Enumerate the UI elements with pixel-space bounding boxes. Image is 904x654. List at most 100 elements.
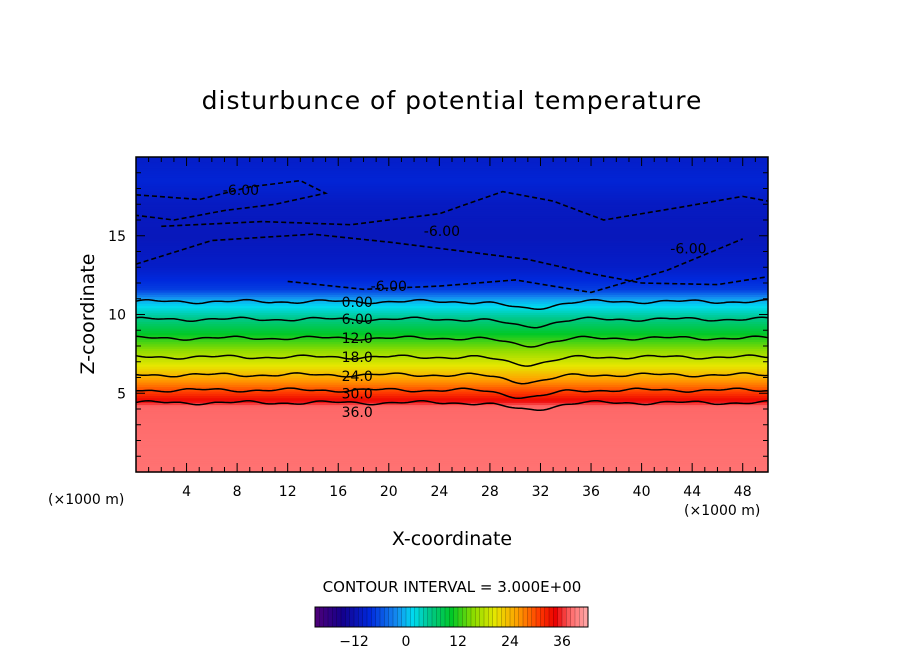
contour-line xyxy=(136,387,769,399)
heatmap-band xyxy=(136,170,768,174)
heatmap-band xyxy=(136,163,768,167)
heatmap-band xyxy=(136,256,768,259)
heatmap-band xyxy=(136,424,768,428)
heatmap-band xyxy=(136,208,768,212)
x-tick-label: 32 xyxy=(532,484,550,500)
heatmap-band xyxy=(136,238,768,241)
colorbar-cell xyxy=(414,607,420,627)
heatmap-band xyxy=(136,348,768,352)
heatmap-band xyxy=(136,168,768,172)
contour-label: -6.00 xyxy=(424,224,460,240)
colorbar-cell xyxy=(505,607,511,627)
heatmap-band xyxy=(136,276,768,280)
heatmap-band xyxy=(136,366,768,370)
heatmap-band xyxy=(136,406,768,410)
colorbar-cell xyxy=(423,607,429,627)
colorbar-cell xyxy=(471,607,476,627)
colorbar-cell xyxy=(531,607,537,627)
heatmap-band xyxy=(136,307,768,311)
heatmap-band xyxy=(136,418,768,421)
heatmap-band xyxy=(136,458,768,462)
colorbar-cell xyxy=(536,607,541,627)
heatmap-band xyxy=(136,251,768,255)
heatmap-band xyxy=(136,247,768,250)
heatmap-band xyxy=(136,382,768,385)
heatmap-band xyxy=(136,175,768,178)
colorbar-cell xyxy=(492,607,498,627)
colorbar-cell xyxy=(488,607,494,627)
colorbar-cell xyxy=(380,607,385,627)
colorbar-cell xyxy=(401,607,407,627)
heatmap-band xyxy=(136,231,768,235)
heatmap-band xyxy=(136,233,768,237)
heatmap-band xyxy=(136,400,768,403)
heatmap-band xyxy=(136,305,768,309)
y-tick-label: 10 xyxy=(108,308,126,324)
heatmap-band xyxy=(136,337,768,340)
y-axis-unit: (×1000 m) xyxy=(48,492,125,508)
heatmap-band xyxy=(136,413,768,417)
colorbar-cell xyxy=(566,607,572,627)
colorbar-cell xyxy=(319,607,325,627)
x-tick-label: 8 xyxy=(233,484,242,500)
heatmap-band xyxy=(136,364,768,367)
heatmap-band xyxy=(136,220,768,223)
heatmap-band xyxy=(136,242,768,246)
colorbar xyxy=(314,606,589,628)
negative-contour-line xyxy=(135,233,769,286)
x-tick-label: 16 xyxy=(329,484,347,500)
heatmap-band xyxy=(136,181,768,185)
heatmap-band xyxy=(136,375,768,379)
heatmap-band xyxy=(136,190,768,194)
heatmap-band xyxy=(136,262,768,266)
heatmap-band xyxy=(136,420,768,424)
colorbar-cell xyxy=(449,607,455,627)
colorbar-cell xyxy=(397,607,403,627)
heatmap-band xyxy=(136,217,768,221)
heatmap-band xyxy=(136,409,768,412)
colorbar-cell xyxy=(432,607,437,627)
colorbar-cell xyxy=(328,607,333,627)
colorbar-cell xyxy=(462,607,468,627)
colorbar-cell xyxy=(345,607,351,627)
heatmap-band xyxy=(136,447,768,451)
heatmap-band xyxy=(136,355,768,358)
heatmap-band xyxy=(136,222,768,226)
heatmap-band xyxy=(136,292,768,295)
x-axis-unit: (×1000 m) xyxy=(684,503,761,519)
colorbar-cell xyxy=(341,607,346,627)
heatmap-band xyxy=(136,431,768,435)
colorbar-cell xyxy=(527,607,533,627)
heatmap-band xyxy=(136,186,768,190)
heatmap-band xyxy=(136,449,768,453)
heatmap-band xyxy=(136,184,768,187)
heatmap-band xyxy=(136,379,768,383)
heatmap-band xyxy=(136,384,768,388)
heatmap-band xyxy=(136,368,768,372)
colorbar-cell xyxy=(484,607,489,627)
heatmap-band xyxy=(136,440,768,444)
x-tick-label: 44 xyxy=(683,484,701,500)
heatmap-band xyxy=(136,193,768,196)
x-axis-label: X-coordinate xyxy=(391,528,513,550)
colorbar-cell xyxy=(445,607,450,627)
colorbar-cell xyxy=(557,607,563,627)
x-tick-label: 12 xyxy=(279,484,297,500)
heatmap-band xyxy=(136,296,768,300)
colorbar-cell xyxy=(549,607,554,627)
heatmap-band xyxy=(136,265,768,268)
colorbar-cell xyxy=(384,607,390,627)
heatmap-band xyxy=(136,195,768,199)
heatmap-band xyxy=(136,427,768,430)
colorbar-tick-label: 36 xyxy=(553,634,571,650)
heatmap-band xyxy=(136,442,768,446)
contour-label: -6.00 xyxy=(223,183,259,199)
heatmap-band xyxy=(136,303,768,307)
heatmap-band xyxy=(136,350,768,354)
colorbar-cell xyxy=(583,607,589,627)
heatmap-band xyxy=(136,177,768,181)
colorbar-cell xyxy=(393,607,398,627)
colorbar-cell xyxy=(575,607,580,627)
x-tick-label: 48 xyxy=(734,484,752,500)
contour-line xyxy=(135,335,769,348)
